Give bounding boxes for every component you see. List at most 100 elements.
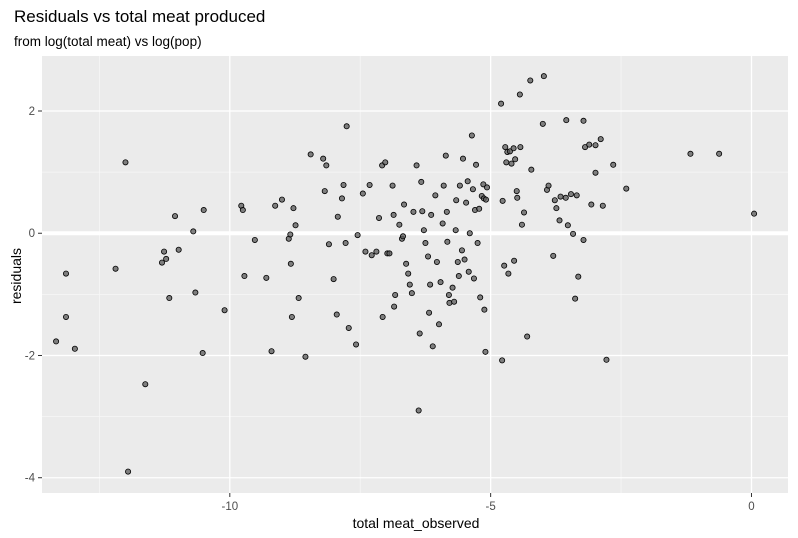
data-point [362, 248, 369, 255]
data-point [427, 281, 434, 288]
data-point [359, 190, 366, 197]
data-point [241, 273, 248, 280]
data-points [53, 73, 758, 475]
data-point [401, 201, 408, 208]
data-point [466, 230, 473, 237]
data-point [415, 407, 422, 414]
data-point [323, 162, 330, 169]
data-point [597, 136, 604, 143]
data-point [501, 262, 508, 269]
data-point [451, 298, 458, 305]
data-point [440, 182, 447, 189]
major-gridlines [42, 56, 788, 493]
data-point [716, 150, 723, 157]
data-point [459, 155, 466, 162]
data-point [464, 178, 471, 185]
data-point [376, 214, 383, 221]
data-point [199, 350, 206, 357]
data-point [278, 196, 285, 203]
data-point [473, 161, 480, 168]
data-point [545, 182, 552, 189]
data-point [368, 252, 375, 259]
data-point [539, 120, 546, 127]
data-point [510, 145, 517, 152]
data-point [391, 303, 398, 310]
data-point [517, 144, 524, 151]
data-point [192, 289, 199, 296]
data-point [366, 181, 373, 188]
data-point [556, 217, 563, 224]
data-point [516, 91, 523, 98]
data-point [166, 295, 173, 302]
data-point [62, 313, 69, 320]
data-point [62, 270, 69, 277]
data-point [449, 284, 456, 291]
data-point [499, 357, 506, 364]
x-axis-ticks: -10 -5 0 [221, 493, 755, 513]
data-point [382, 159, 389, 166]
data-point [413, 162, 420, 169]
data-point [272, 202, 279, 209]
data-point [125, 468, 132, 475]
data-point [524, 333, 531, 340]
data-point [511, 257, 518, 264]
data-point [452, 227, 459, 234]
x-axis-title: total meat_observed [353, 515, 480, 531]
data-point [342, 240, 349, 247]
data-point [142, 381, 149, 388]
data-point [751, 210, 758, 217]
data-point [161, 248, 168, 255]
data-point [463, 199, 470, 206]
data-point [570, 230, 577, 237]
data-point [528, 166, 535, 173]
data-point [263, 274, 270, 281]
y-tick-label: 2 [29, 106, 35, 118]
data-point [287, 260, 294, 267]
data-point [514, 194, 521, 201]
data-point [325, 241, 332, 248]
data-point [603, 356, 610, 363]
data-point [575, 273, 582, 280]
data-point [502, 144, 509, 151]
data-point [321, 188, 328, 195]
data-point [71, 345, 78, 352]
data-point [437, 279, 444, 286]
data-point [406, 281, 413, 288]
data-point [419, 208, 426, 215]
data-point [482, 196, 489, 203]
data-point [482, 348, 489, 355]
data-point [410, 208, 417, 215]
data-point [426, 309, 433, 316]
y-tick-label: -4 [25, 473, 36, 485]
data-point [580, 236, 587, 243]
data-point [461, 256, 468, 263]
data-point [580, 117, 587, 124]
data-point [420, 227, 427, 234]
data-point [439, 220, 446, 227]
data-point [416, 330, 423, 337]
x-tick-label: 0 [748, 501, 754, 513]
data-point [353, 341, 360, 348]
data-point [373, 248, 380, 255]
data-point [444, 238, 451, 245]
data-point [200, 207, 207, 214]
data-point [572, 295, 579, 302]
data-point [400, 233, 407, 240]
data-point [592, 142, 599, 149]
data-point [551, 197, 558, 204]
data-point [564, 222, 571, 229]
data-point [268, 348, 275, 355]
data-point [379, 313, 386, 320]
chart-subtitle: from log(total meat) vs log(pop) [14, 34, 202, 49]
data-point [470, 275, 477, 282]
data-point [505, 270, 512, 277]
data-point [405, 270, 412, 277]
data-point [687, 150, 694, 157]
data-point [586, 141, 593, 148]
data-point [251, 236, 258, 243]
minor-gridlines [42, 56, 788, 493]
data-point [340, 181, 347, 188]
data-point [563, 117, 570, 124]
data-point [408, 290, 415, 297]
